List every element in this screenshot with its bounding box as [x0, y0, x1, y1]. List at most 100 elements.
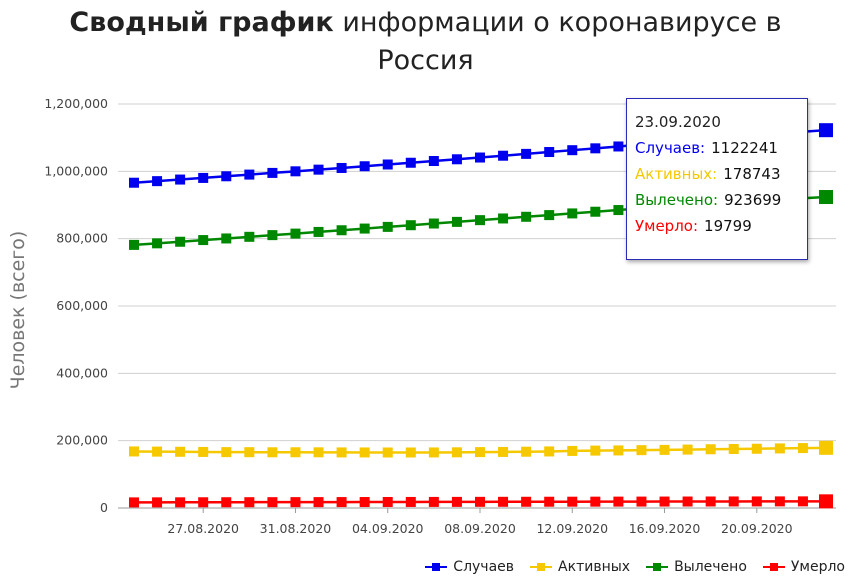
data-point	[498, 496, 509, 507]
data-point	[244, 497, 255, 508]
tooltip-date: 23.09.2020	[635, 113, 721, 131]
data-point	[290, 166, 301, 177]
data-point	[774, 443, 785, 454]
legend-item[interactable]: Вылечено	[646, 559, 747, 575]
data-point	[336, 225, 347, 236]
x-axis-ticks: 27.08.2020 31.08.2020 04.09.2020 08.09.2020…	[167, 508, 793, 536]
data-point	[819, 440, 833, 455]
data-point	[313, 497, 324, 508]
data-point	[521, 211, 532, 222]
legend-marker-icon	[530, 562, 553, 572]
legend-label: Вылечено	[674, 559, 747, 575]
data-point	[819, 123, 833, 138]
data-point	[428, 218, 439, 229]
data-point	[705, 496, 716, 507]
data-point	[359, 447, 370, 458]
chart-title-bold: Сводный график	[69, 7, 334, 38]
y-tick-label: 1,200,000	[44, 96, 108, 111]
data-point	[451, 216, 462, 227]
data-point	[244, 447, 255, 458]
legend-label: Умерло	[790, 559, 845, 575]
y-axis-label: Человек (всего)	[7, 231, 29, 390]
data-point	[336, 447, 347, 458]
data-point	[613, 445, 624, 456]
legend-item[interactable]: Случаев	[425, 559, 514, 575]
data-point	[405, 447, 416, 458]
y-axis-ticks: 0 200,000 400,000 600,000 800,000 1,000,000 1,…	[44, 96, 108, 515]
data-point	[405, 157, 416, 168]
data-point	[819, 190, 833, 205]
data-point	[544, 446, 555, 457]
data-point	[728, 443, 739, 454]
tooltip-label: Случаев:	[635, 139, 706, 157]
legend-marker-icon	[646, 562, 669, 572]
data-point	[244, 231, 255, 242]
x-tick-label: 27.08.2020	[167, 521, 239, 536]
chart-legend: Случаев Активных Вылечено Умерло	[425, 559, 845, 575]
y-tick-label: 1,000,000	[44, 163, 108, 178]
data-point	[636, 445, 647, 456]
data-point	[382, 496, 393, 507]
data-point	[428, 447, 439, 458]
y-tick-label: 800,000	[56, 231, 108, 246]
data-point	[544, 496, 555, 507]
data-point	[475, 152, 485, 163]
data-point	[175, 236, 186, 247]
data-point	[175, 497, 186, 508]
data-point	[521, 148, 532, 159]
data-point	[682, 496, 693, 507]
data-point	[819, 494, 833, 509]
data-point	[313, 164, 324, 175]
legend-item[interactable]: Активных	[530, 559, 630, 575]
tooltip-row: Активных: 178743	[635, 161, 799, 187]
data-point	[590, 445, 601, 456]
data-point	[774, 496, 785, 507]
data-point	[221, 497, 232, 508]
chart-title-rest: информации о коронавирусе в	[333, 7, 782, 38]
data-point	[544, 210, 555, 221]
data-point	[498, 213, 509, 224]
data-point	[359, 223, 370, 234]
data-point	[198, 235, 209, 246]
data-point	[751, 496, 762, 507]
data-point	[428, 156, 439, 167]
data-point	[521, 446, 532, 457]
data-point	[567, 496, 578, 507]
data-point	[129, 446, 139, 457]
legend-marker-icon	[762, 562, 785, 572]
legend-label: Активных	[558, 559, 631, 575]
data-point	[475, 215, 485, 226]
chart-title: Сводный график информации о коронавирусе…	[0, 4, 851, 80]
legend-item[interactable]: Умерло	[762, 559, 845, 575]
x-tick-label: 08.09.2020	[444, 521, 516, 536]
data-point	[705, 444, 716, 455]
x-tick-label: 20.09.2020	[721, 521, 793, 536]
chart-title-line2: Россия	[377, 45, 474, 76]
data-point	[382, 221, 393, 232]
data-point	[152, 497, 163, 508]
data-point	[405, 496, 416, 507]
data-point	[129, 497, 139, 508]
y-tick-label: 400,000	[56, 365, 108, 380]
data-point	[797, 496, 808, 507]
data-point	[359, 161, 370, 172]
data-point	[659, 496, 670, 507]
data-point	[152, 238, 163, 249]
x-tick-label: 16.09.2020	[629, 521, 701, 536]
data-point	[129, 239, 139, 250]
data-point	[382, 159, 393, 170]
y-tick-label: 0	[100, 500, 108, 515]
tooltip-label: Вылечено:	[635, 191, 719, 209]
y-tick-label: 200,000	[56, 433, 108, 448]
data-point	[751, 443, 762, 454]
data-point	[613, 205, 624, 216]
data-point	[221, 447, 232, 458]
data-point	[382, 447, 393, 458]
data-point	[659, 444, 670, 455]
data-point	[267, 447, 278, 458]
tooltip-row: Умерло: 19799	[635, 213, 799, 239]
data-point	[290, 497, 301, 508]
data-point	[405, 220, 416, 231]
legend-marker-icon	[425, 562, 448, 572]
x-tick-label: 04.09.2020	[352, 521, 424, 536]
